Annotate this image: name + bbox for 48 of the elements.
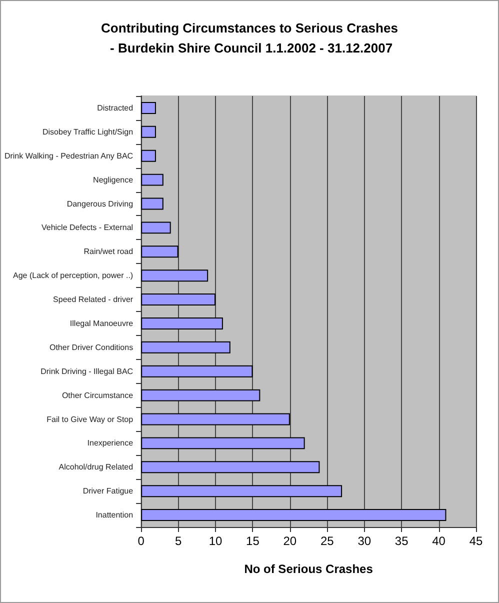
- bar: [141, 365, 253, 378]
- x-tick-label: 15: [246, 534, 260, 548]
- y-tick-label: Speed Related - driver: [53, 295, 134, 304]
- bar: [141, 509, 446, 522]
- bar: [141, 317, 223, 330]
- x-tick-label: 25: [320, 534, 334, 548]
- bar: [141, 174, 164, 186]
- x-tick-label: 0: [138, 534, 145, 548]
- x-axis-title: No of Serious Crashes: [244, 562, 374, 576]
- x-tick-label: 20: [283, 534, 297, 548]
- bar: [141, 485, 342, 498]
- bar: [141, 389, 260, 402]
- chart-title: Contributing Circumstances to Serious Crashes - Burdekin Shire Council 1.1.2002 - 31.12.2007: [101, 20, 398, 56]
- y-tick-label: Illegal Manoeuvre: [70, 318, 134, 328]
- y-tick-label: Other Driver Conditions: [49, 342, 134, 352]
- bar: [141, 150, 156, 162]
- x-tick-label: 10: [208, 534, 222, 548]
- x-tick-label: 30: [358, 534, 372, 548]
- bar: [141, 246, 178, 258]
- bar: [141, 341, 230, 354]
- y-tick-label: Rain/wet road: [84, 247, 134, 256]
- bar: [141, 102, 156, 114]
- y-tick-label: Drink Driving - Illegal BAC: [40, 366, 134, 376]
- y-tick-label: Inexperience: [87, 438, 134, 448]
- y-tick-label: Vehicle Defects - External: [41, 223, 134, 232]
- bar: [141, 461, 320, 474]
- bar: [141, 413, 290, 426]
- bar: [141, 437, 305, 450]
- y-tick-label: Other Circumstance: [62, 390, 134, 400]
- x-tick-label: 35: [394, 534, 409, 548]
- y-tick-label: Driver Fatigue: [82, 486, 134, 496]
- x-tick-label: 40: [432, 534, 446, 548]
- x-tick-label: 45: [469, 534, 483, 548]
- y-tick-label: Fail to Give Way or Stop: [46, 414, 134, 424]
- bar: [141, 126, 156, 138]
- y-tick-label: Disobey Traffic Light/Sign: [42, 127, 134, 136]
- y-tick-label: Alcohol/drug Related: [58, 462, 134, 472]
- y-tick-label: Age (Lack of perception, power ..): [13, 271, 134, 280]
- bar: [141, 198, 164, 210]
- x-tick-label: 5: [174, 534, 182, 548]
- y-tick-label: Dangerous Driving: [66, 199, 134, 208]
- bar: [141, 294, 216, 306]
- bar: [141, 270, 208, 282]
- bar: [141, 222, 171, 234]
- y-tick-label: Distracted: [97, 103, 134, 112]
- y-tick-label: Drink Walking - Pedestrian Any BAC: [4, 151, 134, 160]
- y-tick-label: Inattention: [96, 510, 134, 520]
- y-tick-label: Negligence: [93, 175, 134, 184]
